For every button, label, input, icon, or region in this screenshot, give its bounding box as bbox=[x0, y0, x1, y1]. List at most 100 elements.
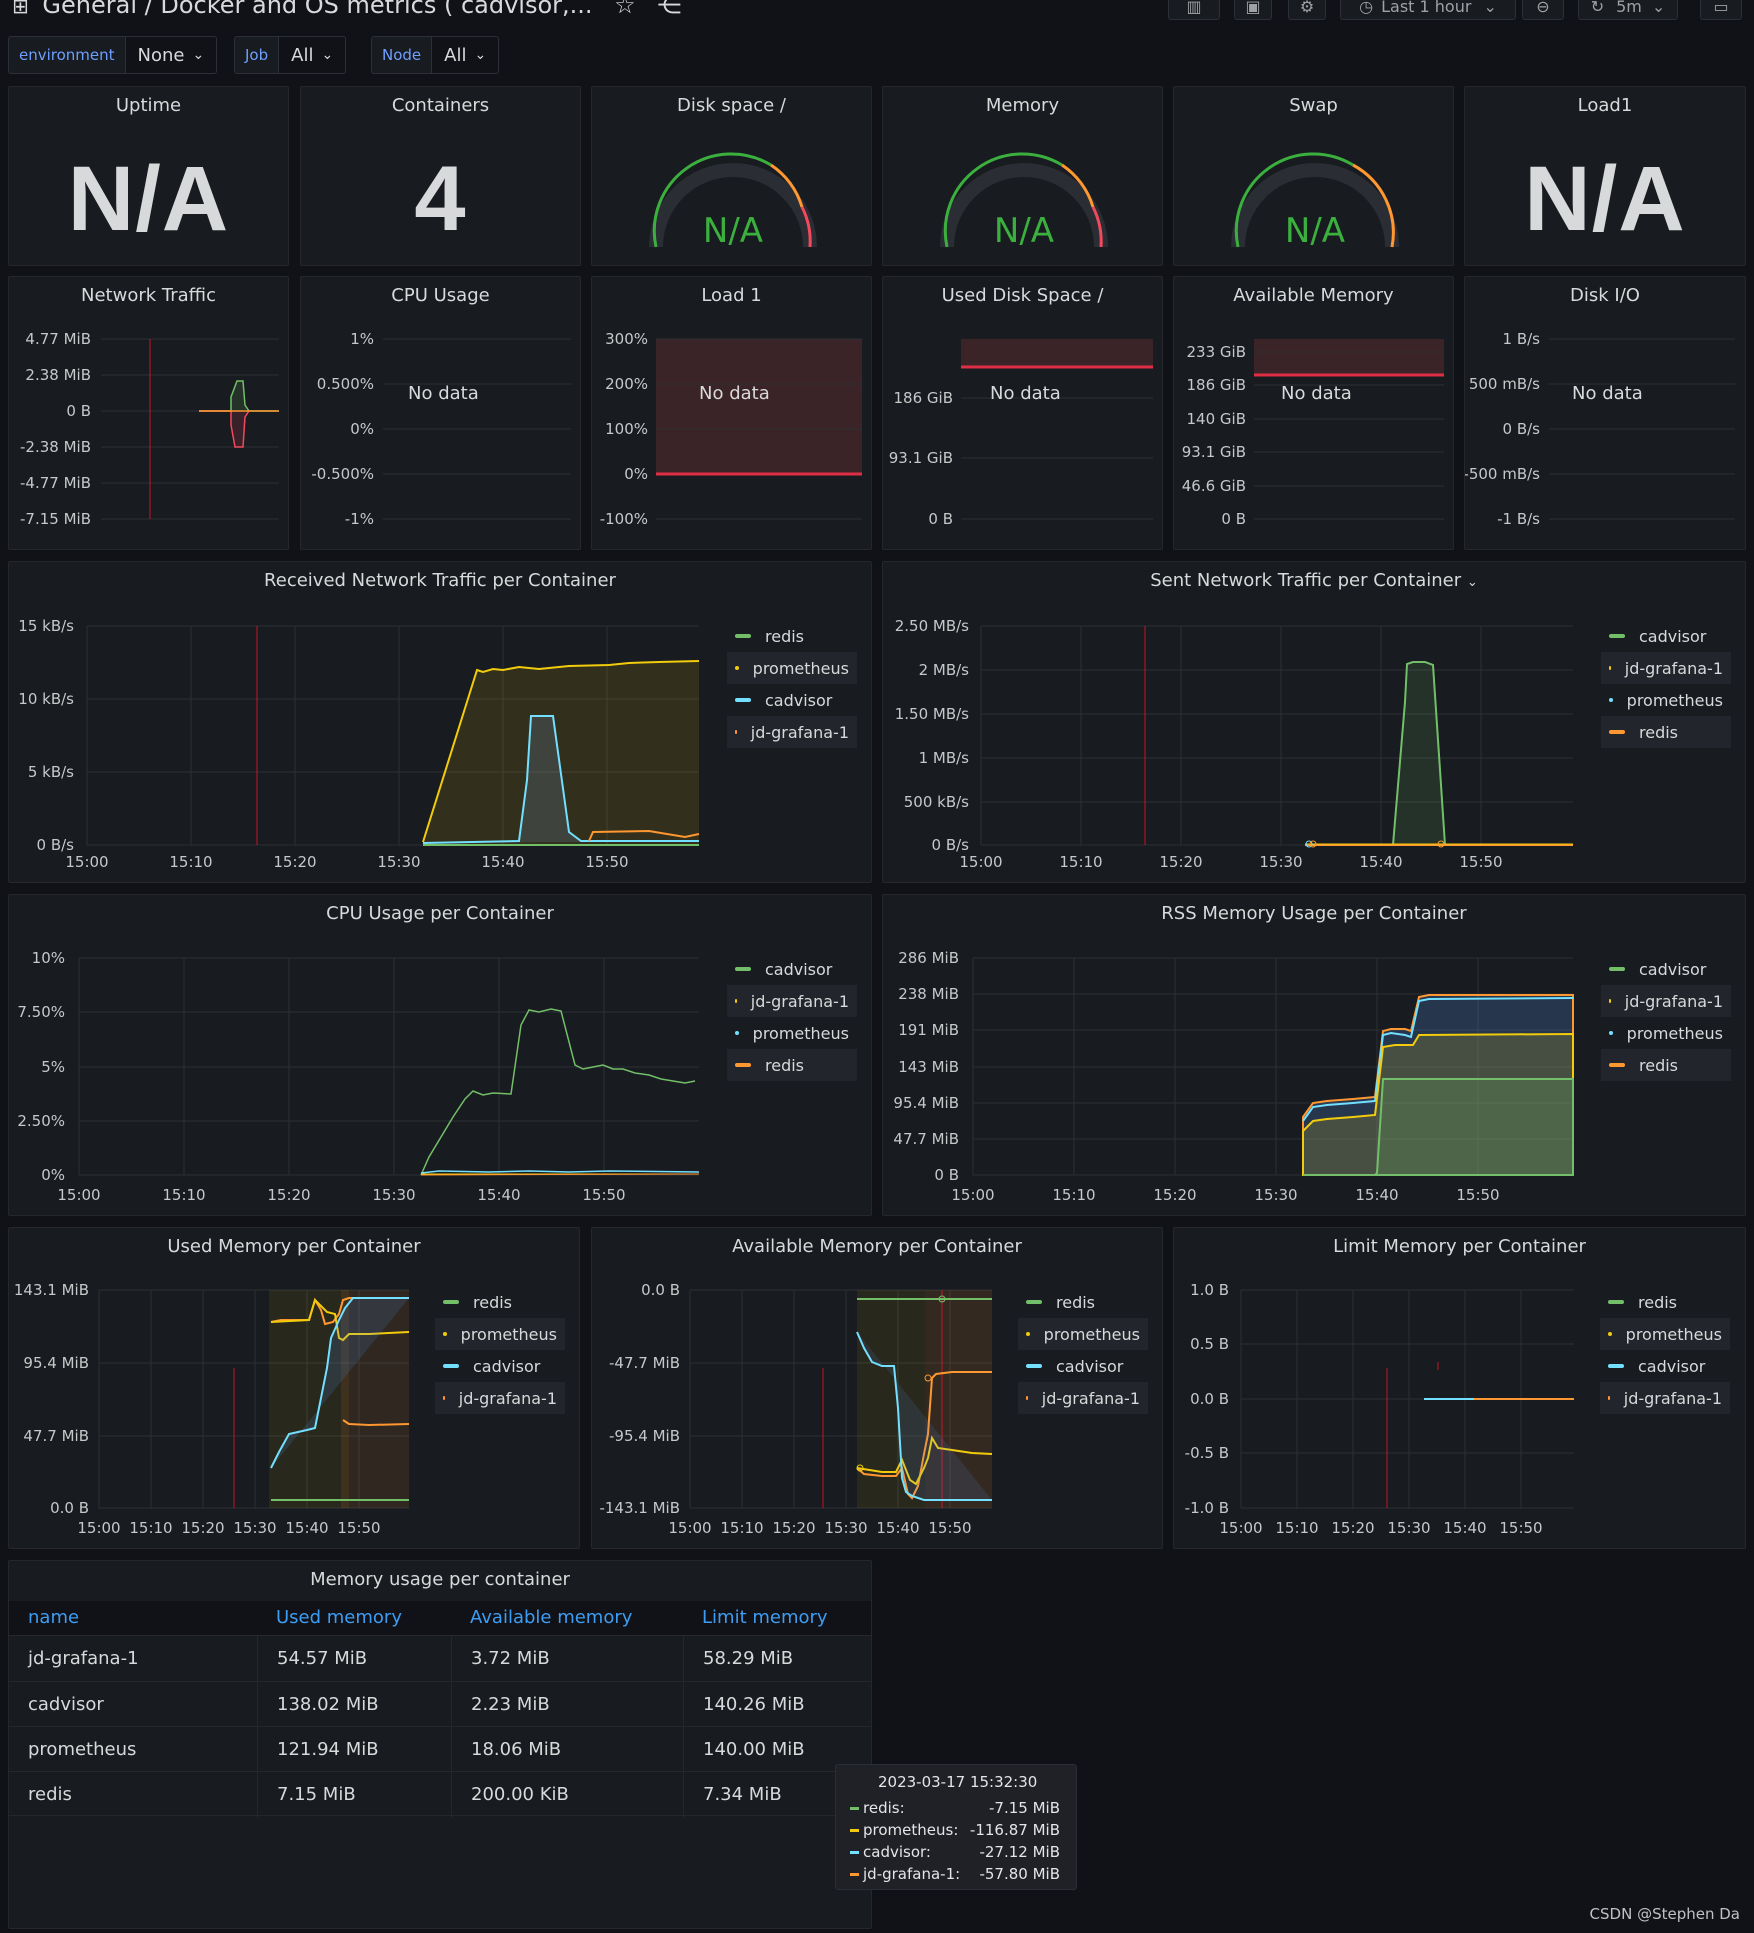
panel-load1[interactable]: Load1 N/A bbox=[1464, 86, 1746, 266]
add-panel-button[interactable]: ▥ bbox=[1168, 0, 1220, 20]
chart-mark bbox=[420, 1008, 696, 1176]
chart-mark bbox=[1091, 206, 1103, 248]
table-row[interactable]: jd-grafana-1 54.57 MiB 3.72 MiB 58.29 Mi… bbox=[9, 1635, 871, 1680]
y-tick: 0 B/s bbox=[1503, 420, 1541, 438]
y-tick: 0 B bbox=[934, 1166, 959, 1184]
dashboard-title[interactable]: ⊞ General / Docker and OS metrics ( cadv… bbox=[12, 0, 681, 19]
panel-rss-memory[interactable]: RSS Memory Usage per Container 286 MiB 2… bbox=[882, 894, 1746, 1216]
cell-name: cadvisor bbox=[28, 1694, 104, 1715]
panel-sent-network[interactable]: Sent Network Traffic per Container ⌄ 2.5… bbox=[882, 561, 1746, 883]
y-tick: -1% bbox=[345, 510, 374, 528]
panel-cpu-usage[interactable]: CPU Usage 1% 0.500% 0% -0.500% -1% No da… bbox=[300, 276, 581, 550]
y-tick: 143 MiB bbox=[898, 1058, 959, 1076]
legend-item[interactable]: cadvisor bbox=[1601, 953, 1731, 985]
settings-button[interactable]: ⚙ bbox=[1288, 0, 1326, 20]
panel-limit-memory-container[interactable]: Limit Memory per Container 1.0 B 0.5 B 0… bbox=[1173, 1227, 1746, 1549]
save-button[interactable]: ▣ bbox=[1234, 0, 1272, 20]
stat-value: N/A bbox=[67, 148, 230, 250]
legend-item[interactable]: cadvisor bbox=[1018, 1350, 1148, 1382]
legend-item[interactable]: prometheus bbox=[435, 1318, 565, 1350]
used-disk-graph: 186 GiB 93.1 GiB 0 B bbox=[889, 339, 1153, 528]
chart-mark bbox=[422, 715, 699, 844]
legend-item[interactable]: cadvisor bbox=[1601, 620, 1731, 652]
panel-available-memory-container[interactable]: Available Memory per Container 0.0 B -47… bbox=[591, 1227, 1163, 1549]
y-tick: 5% bbox=[41, 1058, 65, 1076]
panel-disk-space[interactable]: Disk space / N/A bbox=[591, 86, 872, 266]
panel-disk-io[interactable]: Disk I/O 1 B/s 500 mB/s 0 B/s -500 mB/s … bbox=[1464, 276, 1746, 550]
job-select[interactable]: All ⌄ bbox=[279, 36, 347, 74]
panel-used-disk-space[interactable]: Used Disk Space / 186 GiB 93.1 GiB 0 B N… bbox=[882, 276, 1163, 550]
y-tick: -47.7 MiB bbox=[609, 1354, 680, 1372]
refresh-button[interactable]: ↻ 5m ⌄ bbox=[1578, 0, 1678, 20]
variable-label: environment bbox=[8, 36, 126, 74]
table-row[interactable]: cadvisor 138.02 MiB 2.23 MiB 140.26 MiB bbox=[9, 1681, 871, 1726]
panel-containers[interactable]: Containers 4 bbox=[300, 86, 581, 266]
panel-title: Available Memory per Container bbox=[732, 1236, 1022, 1257]
legend-item[interactable]: prometheus bbox=[1601, 1017, 1731, 1049]
tooltip-series: redis: bbox=[863, 1799, 905, 1817]
y-tick: 186 GiB bbox=[1187, 376, 1246, 394]
panel-cpu-per-container[interactable]: CPU Usage per Container 10% 7.50% 5% 2.5… bbox=[8, 894, 872, 1216]
time-picker-button[interactable]: ◷ Last 1 hour ⌄ bbox=[1340, 0, 1516, 20]
star-icon[interactable]: ☆ bbox=[614, 0, 636, 19]
column-header-used[interactable]: Used memory bbox=[276, 1607, 402, 1628]
tooltip-swatch bbox=[850, 1828, 859, 1832]
legend-item[interactable]: cadvisor bbox=[727, 684, 857, 716]
legend-swatch bbox=[1609, 1063, 1625, 1067]
panel-received-network[interactable]: Received Network Traffic per Container 1… bbox=[8, 561, 872, 883]
legend-item[interactable]: redis bbox=[1018, 1286, 1148, 1318]
legend-item[interactable]: jd-grafana-1 bbox=[727, 716, 857, 748]
legend-item[interactable]: prometheus bbox=[727, 652, 857, 684]
panel-load-1[interactable]: Load 1 300% 200% 100% 0% -100% No data bbox=[591, 276, 872, 550]
table-row[interactable]: redis 7.15 MiB 200.00 KiB 7.34 MiB bbox=[9, 1771, 871, 1816]
legend-item[interactable]: redis bbox=[1601, 1049, 1731, 1081]
x-tick: 15:20 bbox=[1331, 1519, 1374, 1537]
tooltip-series: cadvisor: bbox=[863, 1843, 931, 1861]
legend-item[interactable]: prometheus bbox=[1018, 1318, 1148, 1350]
legend-item[interactable]: jd-grafana-1 bbox=[727, 985, 857, 1017]
legend-item[interactable]: redis bbox=[727, 620, 857, 652]
panel-swap[interactable]: Swap N/A bbox=[1173, 86, 1454, 266]
legend-item[interactable]: cadvisor bbox=[435, 1350, 565, 1382]
panel-network-traffic[interactable]: Network Traffic 4.77 MiB 2.38 MiB 0 B -2… bbox=[8, 276, 289, 550]
tv-mode-button[interactable]: ▭ bbox=[1700, 0, 1742, 20]
legend-swatch bbox=[1609, 999, 1611, 1003]
legend-item[interactable]: jd-grafana-1 bbox=[1601, 985, 1731, 1017]
legend-item[interactable]: prometheus bbox=[727, 1017, 857, 1049]
no-data-label: No data bbox=[699, 383, 770, 404]
legend-item[interactable]: cadvisor bbox=[1600, 1350, 1730, 1382]
column-header-limit[interactable]: Limit memory bbox=[702, 1607, 828, 1628]
node-select[interactable]: All ⌄ bbox=[432, 36, 500, 74]
legend-swatch bbox=[443, 1300, 459, 1304]
legend-item[interactable]: redis bbox=[727, 1049, 857, 1081]
legend-swatch bbox=[1026, 1396, 1028, 1400]
panel-memory-table[interactable]: Memory usage per container name Used mem… bbox=[8, 1560, 872, 1929]
panel-uptime[interactable]: Uptime N/A bbox=[8, 86, 289, 266]
legend-item[interactable]: jd-grafana-1 bbox=[435, 1382, 565, 1414]
share-icon[interactable]: ⋲ bbox=[657, 0, 682, 19]
legend-item[interactable]: jd-grafana-1 bbox=[1600, 1382, 1730, 1414]
zoom-out-button[interactable]: ⊖ bbox=[1522, 0, 1564, 20]
bar-chart-icon: ▥ bbox=[1186, 0, 1202, 16]
column-header-name[interactable]: name bbox=[28, 1607, 80, 1628]
chevron-down-icon[interactable]: ⌄ bbox=[1466, 575, 1478, 590]
panel-title: Disk I/O bbox=[1570, 285, 1640, 306]
legend-item[interactable]: cadvisor bbox=[727, 953, 857, 985]
column-header-available[interactable]: Available memory bbox=[470, 1607, 633, 1628]
legend-item[interactable]: prometheus bbox=[1600, 1318, 1730, 1350]
legend-item[interactable]: redis bbox=[1600, 1286, 1730, 1318]
panel-memory[interactable]: Memory N/A bbox=[882, 86, 1163, 266]
legend-item[interactable]: redis bbox=[1601, 716, 1731, 748]
y-tick: 186 GiB bbox=[894, 389, 953, 407]
table-row[interactable]: prometheus 121.94 MiB 18.06 MiB 140.00 M… bbox=[9, 1726, 871, 1771]
legend-item[interactable]: jd-grafana-1 bbox=[1018, 1382, 1148, 1414]
legend-item[interactable]: redis bbox=[435, 1286, 565, 1318]
panel-used-memory-container[interactable]: Used Memory per Container 143.1 MiB 95.4… bbox=[8, 1227, 580, 1549]
environment-select[interactable]: None ⌄ bbox=[125, 36, 218, 74]
legend-item[interactable]: jd-grafana-1 bbox=[1601, 652, 1731, 684]
variable-label: Job bbox=[234, 36, 280, 74]
legend-item[interactable]: prometheus bbox=[1601, 684, 1731, 716]
x-tick: 15:20 bbox=[181, 1519, 224, 1537]
panel-available-memory[interactable]: Available Memory 233 GiB 186 GiB 140 GiB… bbox=[1173, 276, 1454, 550]
dashboard-title-text[interactable]: General / Docker and OS metrics ( cadvis… bbox=[42, 0, 593, 19]
